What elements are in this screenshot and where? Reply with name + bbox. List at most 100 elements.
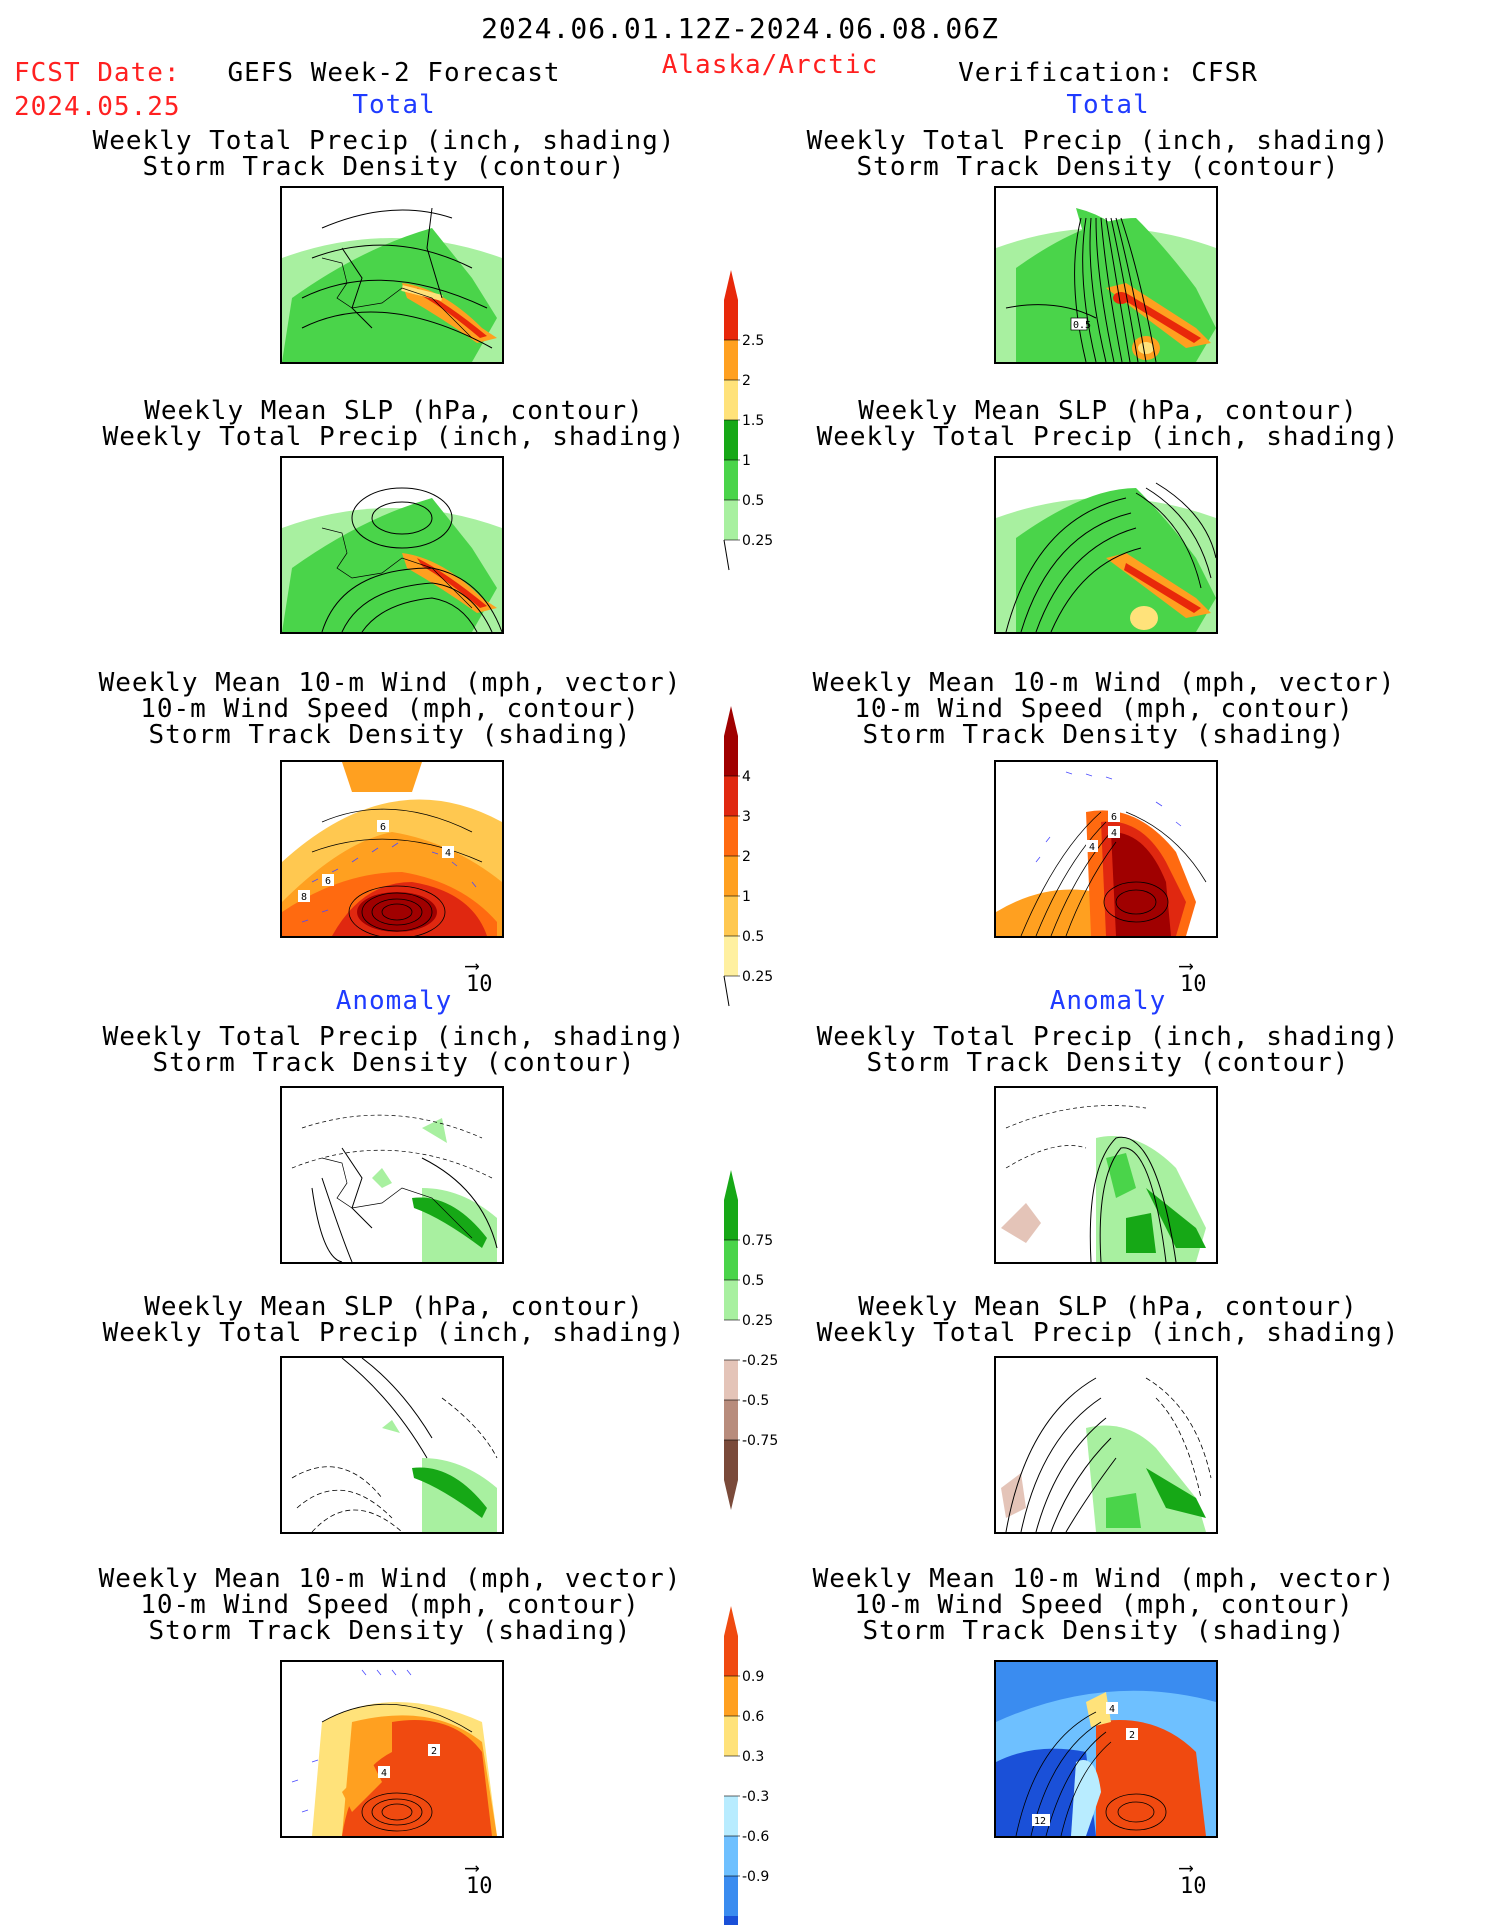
colorbar-segment [724,1756,738,1796]
colorbar-tick-label: 4 [742,769,751,785]
section-anomaly-right: Anomaly [1049,986,1167,1016]
panel-title: Weekly Mean 10-m Wind (mph, vector) 10-m … [98,1564,682,1646]
colorbar-tick-label: 2 [742,849,751,865]
contour-label: 12 [1034,1816,1046,1827]
vector-scale-right-total: ⟶ 10 [1180,953,1207,997]
map-anomaly-wind-track-forecast: 4 2 [280,1660,504,1838]
panel-title: Weekly Mean SLP (hPa, contour) Weekly Tot… [816,1292,1400,1348]
map-total-wind-track-forecast: 8 6 4 6 [280,760,504,938]
colorbar-segment [724,1280,738,1320]
contour-label: 4 [1111,828,1117,839]
colorbar-tick-label: 0.75 [742,1233,773,1249]
fcst-date-label: FCST Date: [14,58,181,88]
region-title: Alaska/Arctic [661,50,879,80]
contour-label: 4 [381,1768,387,1779]
map-total-slp-precip-verification [994,456,1218,634]
vector-scale-left-total: ⟶ 10 [466,953,493,997]
colorbar-segment [724,380,738,420]
contour-label: 4 [445,848,451,859]
panel-title: Weekly Mean SLP (hPa, contour) Weekly Tot… [102,1292,686,1348]
colorbar-segment [724,1400,738,1440]
colorbar-tick-label: 0.5 [742,493,764,509]
date-range-title: 2024.06.01.12Z-2024.06.08.06Z [481,12,999,45]
colorbar-tick-label: 2.5 [742,333,764,349]
colorbar-anom-track: 0.9 0.6 0.3 -0.3 -0.6 -0.9 [720,1606,780,1925]
colorbar-tick-label: -0.6 [742,1829,769,1845]
colorbar-total-track: 4 3 2 1 0.5 0.25 [720,706,780,1007]
colorbar-top-triangle [724,1170,738,1200]
colorbar-segment [724,340,738,380]
contour-label: 6 [325,876,331,887]
colorbar-segment [724,936,738,976]
colorbar-top-triangle [724,1606,738,1636]
colorbar-tick-label: -0.9 [742,1869,769,1885]
contour-label: 2 [431,1746,437,1757]
colorbar-segment [724,736,738,776]
colorbar-segment [724,1200,738,1240]
colorbar-bottom-end [723,539,730,571]
contour-label: 2 [1129,1730,1135,1741]
map-total-precip-track-verification: 0.5 [994,186,1218,364]
map-total-precip-track-forecast [280,186,504,364]
colorbar-tick-label: 2 [742,373,751,389]
panel-title: Weekly Total Precip (inch, shading) Storm… [816,1022,1400,1078]
colorbar-bottom-end [724,1480,738,1510]
colorbar-segment [724,1360,738,1400]
contour-label: 4 [1109,1704,1115,1715]
map-anomaly-slp-precip-verification [994,1356,1218,1534]
colorbar-tick-label: 3 [742,809,751,825]
colorbar-tick-label: 0.3 [742,1749,764,1765]
colorbar-segment [724,1440,738,1480]
panel-title: Weekly Mean 10-m Wind (mph, vector) 10-m … [812,1564,1396,1646]
colorbar-tick-label: 0.25 [742,1313,773,1329]
colorbar-tick-label: 0.6 [742,1709,764,1725]
section-total-left: Total [352,90,436,120]
colorbar-segment [724,1320,738,1360]
colorbar-bottom-end [723,975,730,1007]
contour-label: 0.5 [1073,320,1091,331]
colorbar-tick-label: 0.5 [742,1273,764,1289]
colorbar-segment [724,1836,738,1876]
colorbar-tick-label: 0.25 [742,533,773,549]
colorbar-segment [724,1676,738,1716]
map-anomaly-slp-precip-forecast [280,1356,504,1534]
colorbar-tick-label: -0.3 [742,1789,769,1805]
panel-title: Weekly Total Precip (inch, shading) Storm… [806,126,1390,182]
colorbar-tick-label: -0.75 [742,1433,778,1449]
section-total-right: Total [1066,90,1150,120]
section-anomaly-left: Anomaly [335,986,453,1016]
colorbar-segment [724,300,738,340]
contour-label: 8 [301,892,307,903]
colorbar-segment [724,816,738,856]
panel-title: Weekly Mean SLP (hPa, contour) Weekly Tot… [816,396,1400,452]
map-total-slp-precip-forecast [280,456,504,634]
colorbar-segment [724,856,738,896]
contour-label: 6 [380,822,386,833]
map-anomaly-wind-track-verification: 4 2 12 [994,1660,1218,1838]
panel-title: Weekly Mean SLP (hPa, contour) Weekly Tot… [102,396,686,452]
colorbar-segment [724,776,738,816]
colorbar-segment [724,1636,738,1676]
vector-scale-left-anomaly: ⟶ 10 [466,1855,493,1899]
colorbar-tick-label: 0.9 [742,1669,764,1685]
colorbar-tick-label: 0.25 [742,969,773,985]
colorbar-segment [724,420,738,460]
model-title: GEFS Week-2 Forecast [227,58,561,88]
colorbar-anom-precip: 0.75 0.5 0.25 -0.25 -0.5 -0.75 [720,1170,780,1510]
colorbar-total-precip: 2.5 2 1.5 1 0.5 0.25 [720,270,780,571]
colorbar-tick-label: 1 [742,453,751,469]
contour-label: 4 [1089,842,1095,853]
colorbar-tick-label: 1 [742,889,751,905]
colorbar-segment [724,500,738,540]
verification-title: Verification: CFSR [958,58,1258,88]
colorbar-tick-label: 0.5 [742,929,764,945]
map-anomaly-precip-track-verification [994,1086,1218,1264]
panel-title: Weekly Mean 10-m Wind (mph, vector) 10-m … [812,668,1396,750]
colorbar-segment [724,1796,738,1836]
colorbar-tick-label: -0.25 [742,1353,778,1369]
colorbar-tick-label: 1.5 [742,413,764,429]
colorbar-top-triangle [724,270,738,300]
colorbar-segment [724,1916,738,1925]
panel-title: Weekly Total Precip (inch, shading) Storm… [92,126,676,182]
colorbar-segment [724,1876,738,1916]
